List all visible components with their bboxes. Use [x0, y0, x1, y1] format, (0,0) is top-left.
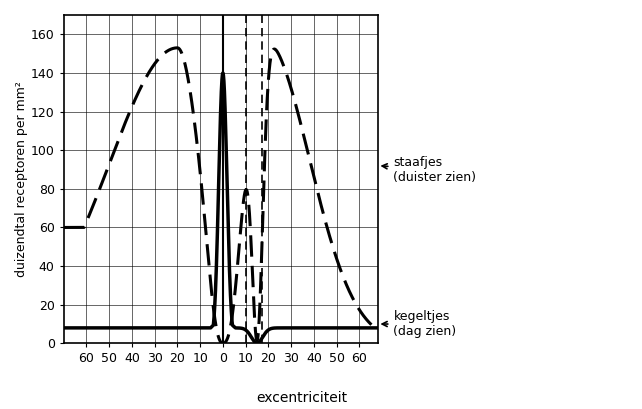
Y-axis label: duizendtal receptoren per mm²: duizendtal receptoren per mm² — [15, 81, 28, 277]
Text: excentriciteit: excentriciteit — [256, 391, 347, 405]
Text: staafjes
(duister zien): staafjes (duister zien) — [382, 155, 476, 184]
Text: kegeltjes
(dag zien): kegeltjes (dag zien) — [382, 310, 456, 338]
